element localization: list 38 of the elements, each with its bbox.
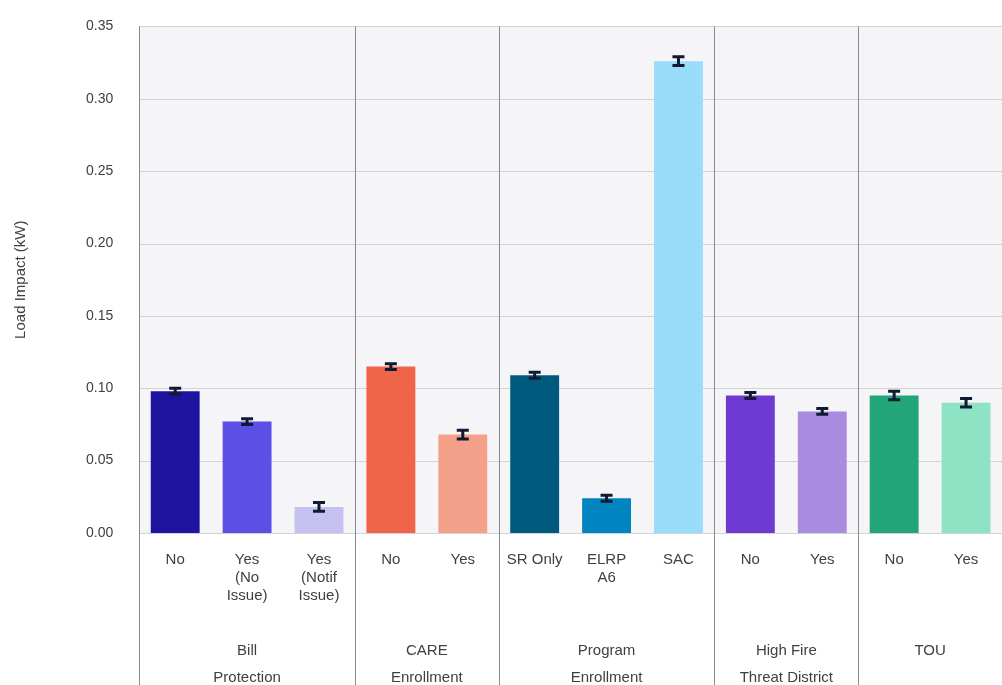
x-tick-label: Yes (810, 550, 835, 568)
x-tick-label: ELRP A6 (586, 550, 627, 586)
y-tick-label: 0.25 (86, 162, 114, 178)
bar (941, 402, 991, 533)
x-tick-label: Yes (Notif Issue) (298, 550, 340, 604)
text: Bill Protection (213, 641, 281, 685)
x-tick-label: No (740, 550, 760, 568)
x-tick-label: SAC (663, 550, 695, 568)
y-tick-label: 0.15 (86, 306, 114, 323)
text: Program Enrollment (570, 641, 644, 685)
bar (294, 506, 344, 533)
x-tick-label: Yes (No Issue) (226, 550, 268, 604)
bar (725, 395, 775, 533)
bar (582, 498, 632, 533)
x-tick-label: No (884, 550, 904, 568)
bar (222, 421, 272, 533)
y-axis-title: Load Impact (kW) (11, 220, 29, 339)
bar (654, 61, 703, 533)
x-tick-label: Yes (953, 550, 979, 568)
y-tick-label: 0.00 (86, 523, 114, 540)
y-tick-label: 0.05 (86, 451, 114, 468)
text: High Fire Threat District (739, 641, 834, 685)
y-tick-label: 0.20 (86, 234, 114, 251)
y-tick-label: 0.10 (86, 379, 114, 396)
x-tick-label: No (381, 550, 401, 568)
bar (869, 395, 919, 533)
text: TOU (914, 641, 946, 658)
bar (366, 366, 416, 533)
bar (438, 434, 488, 533)
bar (510, 375, 560, 533)
y-tick-label: 0.30 (86, 89, 114, 106)
bar (797, 411, 847, 533)
text: CARE Enrollment (390, 641, 464, 685)
y-tick-label: 0.35 (86, 17, 114, 34)
bar (150, 391, 200, 533)
x-tick-label: SR Only (506, 550, 564, 568)
x-tick-label: No (165, 550, 185, 568)
x-tick-label: Yes (450, 550, 476, 568)
